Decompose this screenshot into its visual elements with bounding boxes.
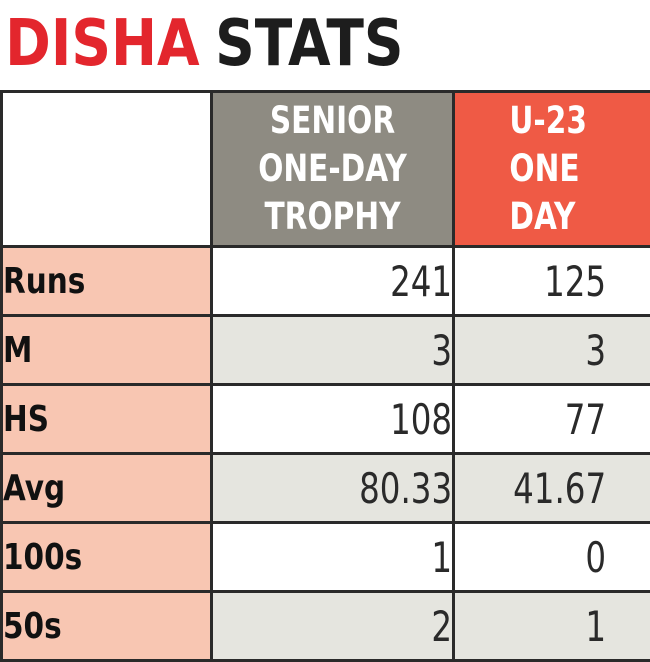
u23-value: 0 bbox=[454, 523, 650, 592]
header-blank-cell bbox=[2, 92, 212, 247]
column-header-senior-one-day-trophy: SENIOR ONE-DAY TROPHY bbox=[212, 92, 454, 247]
u23-value: 1 bbox=[454, 592, 650, 661]
table-row-average: Avg 80.33 41.67 bbox=[2, 454, 650, 523]
stats-table: SENIOR ONE-DAY TROPHY U-23 ONE DAY Runs … bbox=[0, 90, 650, 662]
table-row-hundreds: 100s 1 0 bbox=[2, 523, 650, 592]
row-label: 100s bbox=[2, 523, 212, 592]
header-line: U-23 bbox=[455, 97, 611, 145]
table-header-row: SENIOR ONE-DAY TROPHY U-23 ONE DAY bbox=[2, 92, 650, 247]
row-label: HS bbox=[2, 385, 212, 454]
table-row-matches: M 3 3 bbox=[2, 316, 650, 385]
senior-value: 1 bbox=[212, 523, 454, 592]
row-label: 50s bbox=[2, 592, 212, 661]
senior-value: 3 bbox=[212, 316, 454, 385]
table-row-fifties: 50s 2 1 bbox=[2, 592, 650, 661]
page-title: DISHA STATS bbox=[0, 0, 559, 88]
title-part-stats: STATS bbox=[215, 7, 403, 81]
senior-value: 80.33 bbox=[212, 454, 454, 523]
u23-value: 77 bbox=[454, 385, 650, 454]
u23-value: 41.67 bbox=[454, 454, 650, 523]
u23-value: 3 bbox=[454, 316, 650, 385]
header-line: TROPHY bbox=[237, 193, 428, 241]
row-label: M bbox=[2, 316, 212, 385]
senior-value: 241 bbox=[212, 247, 454, 316]
header-line: ONE-DAY bbox=[237, 145, 428, 193]
table-row-highest-score: HS 108 77 bbox=[2, 385, 650, 454]
senior-value: 108 bbox=[212, 385, 454, 454]
table-row-runs: Runs 241 125 bbox=[2, 247, 650, 316]
column-header-u23-one-day: U-23 ONE DAY bbox=[454, 92, 650, 247]
title-part-disha: DISHA bbox=[5, 7, 199, 81]
header-line: ONE bbox=[455, 145, 611, 193]
header-line: DAY bbox=[455, 193, 611, 241]
header-line: SENIOR bbox=[237, 97, 428, 145]
senior-value: 2 bbox=[212, 592, 454, 661]
u23-value: 125 bbox=[454, 247, 650, 316]
row-label: Runs bbox=[2, 247, 212, 316]
row-label: Avg bbox=[2, 454, 212, 523]
